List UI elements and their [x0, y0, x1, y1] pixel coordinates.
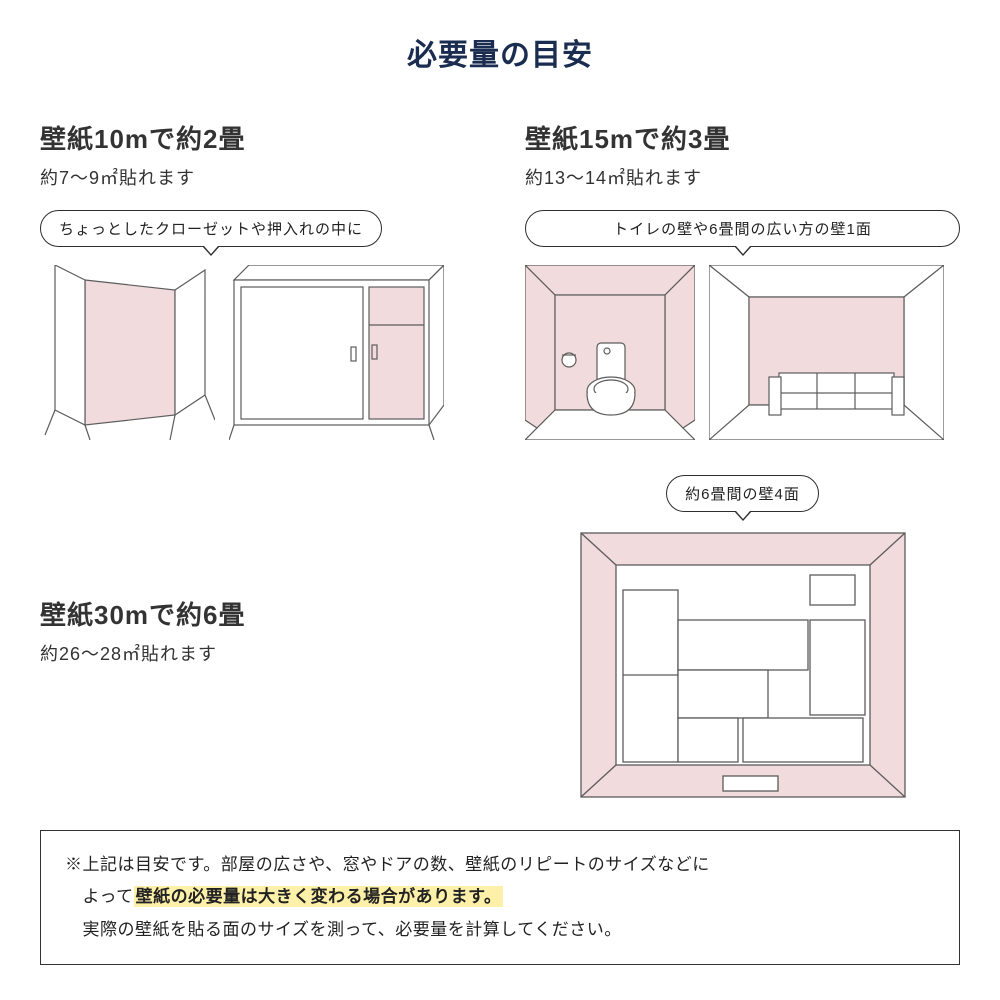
note-line-3: 実際の壁紙を貼る面のサイズを測って、必要量を計算してください。 [65, 914, 935, 946]
sections-grid: 壁紙10mで約2畳 約7〜9㎡貼れます ちょっとしたクローゼットや押入れの中に [40, 119, 960, 800]
note-highlight: 壁紙の必要量は大きく変わる場合があります。 [134, 886, 504, 907]
section-15m-bubble: トイレの壁や6畳間の広い方の壁1面 [525, 210, 960, 247]
note-box: ※上記は目安です。部屋の広さや、窓やドアの数、壁紙のリピートのサイズなどに よっ… [40, 830, 960, 965]
section-30m-sub: 約26〜28㎡貼れます [40, 640, 475, 666]
section-15m-title: 壁紙15mで約3畳 [525, 119, 960, 156]
sliding-cabinet-icon [229, 265, 444, 440]
living-wall-icon [709, 265, 944, 440]
section-10m: 壁紙10mで約2畳 約7〜9㎡貼れます ちょっとしたクローゼットや押入れの中に [40, 119, 475, 440]
closet-open-icon [40, 265, 215, 440]
section-30m-title: 壁紙30mで約6畳 [40, 595, 475, 632]
section-15m: 壁紙15mで約3畳 約13〜14㎡貼れます トイレの壁や6畳間の広い方の壁1面 [525, 119, 960, 440]
section-15m-sub: 約13〜14㎡貼れます [525, 164, 960, 190]
room-4walls-icon [578, 530, 908, 800]
section-30m: 壁紙30mで約6畳 約26〜28㎡貼れます [40, 475, 475, 800]
section-10m-illustrations [40, 265, 475, 440]
section-30m-illustrations [525, 530, 960, 800]
page-title: 必要量の目安 [40, 30, 960, 74]
toilet-room-icon [525, 265, 695, 440]
section-15m-illustrations [525, 265, 960, 440]
section-10m-title: 壁紙10mで約2畳 [40, 119, 475, 156]
note-line-1: ※上記は目安です。部屋の広さや、窓やドアの数、壁紙のリピートのサイズなどに [65, 849, 935, 881]
note-line-2-pre: よって [65, 887, 134, 906]
section-10m-sub: 約7〜9㎡貼れます [40, 164, 475, 190]
section-30m-bubble: 約6畳間の壁4面 [666, 475, 819, 512]
note-line-2: よって壁紙の必要量は大きく変わる場合があります。 [65, 881, 935, 913]
section-10m-bubble: ちょっとしたクローゼットや押入れの中に [40, 210, 382, 247]
section-30m-illustration-wrap: 約6畳間の壁4面 [525, 475, 960, 800]
